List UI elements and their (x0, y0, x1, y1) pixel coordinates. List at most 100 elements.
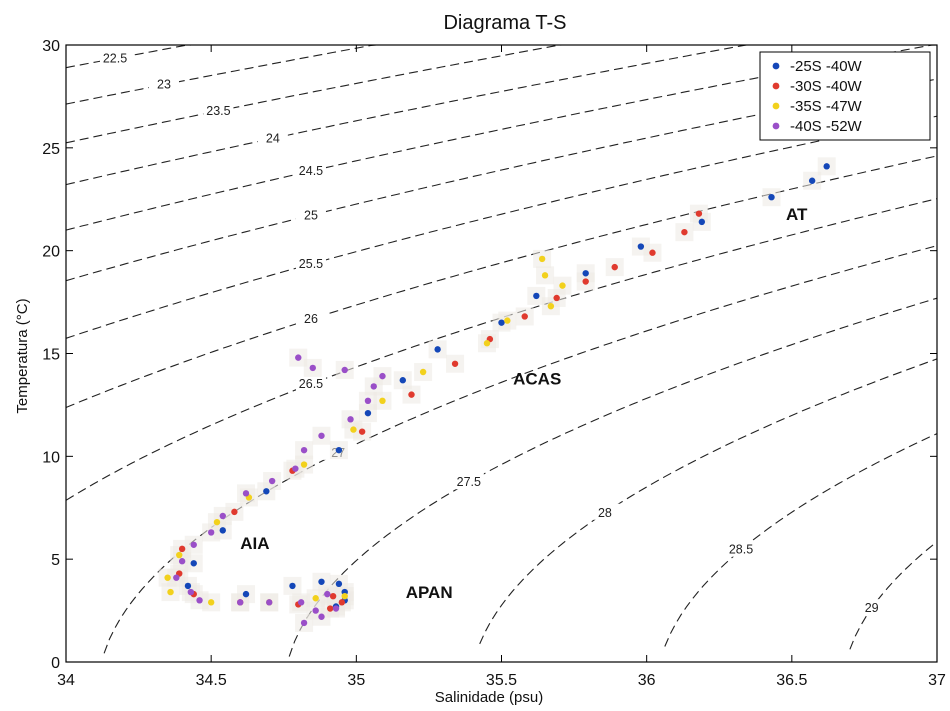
isopycnal-label-bg (726, 540, 757, 557)
data-point-series-3 (332, 605, 340, 612)
data-point-series-3 (300, 446, 308, 454)
data-point-series-3 (295, 354, 302, 361)
legend-entry: -35S -47W (790, 98, 863, 115)
data-point-series-3 (219, 512, 226, 520)
isopycnal-label: 22.5 (103, 51, 127, 65)
x-tick-label: 35.5 (486, 672, 517, 689)
chart-title: Diagrama T-S (443, 12, 566, 34)
data-point-series-0 (823, 163, 830, 170)
legend-entry: -25S -40W (790, 58, 863, 75)
data-point-series-3 (312, 607, 319, 614)
isopycnal-line (664, 433, 938, 647)
isopycnal-label-bg (295, 374, 326, 391)
data-point-series-2 (341, 592, 348, 600)
isopycnal-label-bg (295, 206, 326, 223)
data-point-series-0 (364, 409, 372, 417)
data-point-series-0 (242, 590, 250, 598)
isopycnal-label-bg (257, 129, 288, 146)
legend-marker (772, 62, 780, 70)
data-point-series-1 (695, 210, 703, 217)
data-point-series-2 (483, 340, 491, 347)
data-point-series-0 (184, 582, 192, 590)
data-point-series-3 (370, 383, 377, 390)
data-point-series-2 (213, 518, 221, 526)
data-point-series-3 (268, 477, 276, 485)
isopycnal-line (65, 44, 426, 105)
legend: -25S -40W -30S -40W -35S -47W -40S -52W (759, 51, 931, 141)
isopycnal-label-bg (589, 503, 620, 520)
water-mass-label: APAN (406, 583, 453, 602)
water-mass-labels: AT ACAS AIA APAN (240, 205, 808, 602)
isopycnal-label-bg (295, 255, 326, 272)
data-point-series-3 (318, 432, 325, 439)
data-point-series-2 (207, 599, 215, 606)
isopycnal-label-bg (295, 310, 326, 327)
data-point-series-3 (300, 619, 308, 627)
x-axis-label: Salinidade (psu) (435, 689, 543, 706)
y-tick-label: 30 (42, 38, 60, 55)
data-point-series-0 (219, 527, 226, 534)
x-tick-label: 36.5 (776, 672, 807, 689)
isopycnal-label: 28.5 (729, 543, 753, 557)
data-point-series-3 (364, 397, 372, 405)
water-mass-label: AIA (240, 534, 269, 553)
legend-marker (772, 82, 780, 90)
data-point-series-0 (434, 346, 441, 353)
data-point-series-0 (335, 580, 343, 588)
isopycnal-label: 26.5 (299, 377, 323, 391)
data-point-series-2 (547, 302, 555, 310)
data-point-series-0 (637, 243, 645, 250)
data-point-series-3 (173, 574, 180, 581)
x-tick-label: 35 (347, 672, 365, 689)
water-mass-label: AT (786, 205, 808, 224)
data-point-series-0 (318, 578, 325, 585)
data-point-series-2 (559, 282, 566, 289)
data-points (158, 157, 836, 632)
y-tick-label: 25 (42, 141, 60, 158)
data-point-series-2 (300, 461, 308, 468)
data-point-series-3 (207, 529, 215, 536)
isopycnal-line (65, 44, 616, 144)
data-point-series-3 (309, 364, 316, 372)
data-point-series-2 (541, 272, 549, 279)
data-point-series-1 (582, 278, 589, 285)
isopycnal-label: 23 (157, 78, 171, 92)
isopycnal-label: 24.5 (299, 164, 323, 178)
isopycnal-label: 29 (865, 601, 879, 615)
data-point-series-2 (419, 368, 427, 376)
y-tick-label: 15 (42, 347, 60, 364)
data-point-series-3 (178, 558, 186, 565)
legend-entry: -30S -40W (790, 78, 863, 95)
data-point-series-2 (538, 255, 546, 263)
isopycnal-label-bg (453, 473, 484, 490)
data-point-series-2 (312, 595, 319, 602)
isopycnal-line (65, 115, 938, 339)
isopycnal-label: 24 (266, 131, 280, 145)
data-point-series-1 (553, 294, 560, 302)
data-point-series-1 (178, 545, 186, 553)
isopycnal-label: 27.5 (457, 475, 481, 489)
isopycnal-line (65, 44, 241, 69)
data-point-series-0 (289, 582, 296, 590)
data-point-series-3 (187, 588, 195, 596)
x-tick-label: 34 (57, 672, 75, 689)
data-point-series-3 (341, 366, 348, 374)
isopycnal-line (849, 541, 938, 650)
data-point-series-1 (451, 360, 459, 367)
x-tick-label: 34.5 (196, 672, 227, 689)
data-point-series-3 (292, 465, 299, 472)
data-point-series-3 (242, 490, 250, 497)
data-point-series-1 (611, 263, 618, 271)
y-tick-label: 0 (51, 655, 60, 672)
data-point-series-3 (266, 599, 273, 606)
data-point-series-3 (237, 599, 244, 606)
data-point-series-3 (190, 541, 197, 548)
data-point-series-2 (176, 551, 183, 559)
data-point-series-0 (263, 488, 270, 495)
data-point-series-3 (297, 599, 305, 606)
isopycnal-label: 23.5 (206, 104, 230, 118)
y-axis-label: Temperatura (°C) (14, 298, 31, 413)
data-point-series-0 (498, 319, 505, 326)
data-point-series-1 (521, 313, 528, 320)
